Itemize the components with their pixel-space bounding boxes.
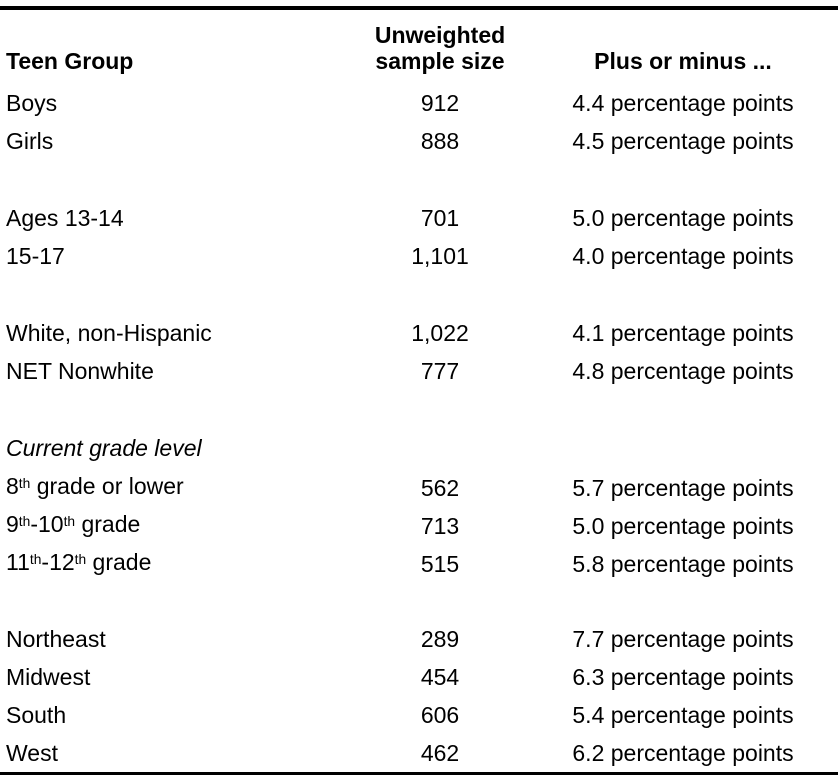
row-label: 9th-10th grade [6, 505, 346, 547]
row-label-text: White, non-Hispanic [6, 320, 212, 346]
margin-of-error-value: 7.7 percentage points [572, 626, 794, 652]
table-row: 15-17 1,101 4.0 percentage points [0, 237, 838, 275]
row-label-text: 11 [6, 549, 30, 575]
sample-size-value: 1,022 [411, 320, 469, 346]
row-label: Northeast [6, 620, 346, 658]
row-label-text: Ages 13-14 [6, 205, 124, 231]
margin-of-error-value: 6.3 percentage points [572, 664, 794, 690]
table-row: Ages 13-14 701 5.0 percentage points [0, 199, 838, 237]
row-label-text: Northeast [6, 626, 106, 652]
column-header-plus-or-minus: Plus or minus ... [594, 48, 772, 74]
table-row: West 462 6.2 percentage points [0, 734, 838, 772]
group-spacer [0, 275, 838, 314]
row-label: NET Nonwhite [6, 352, 346, 390]
sample-size-value: 912 [420, 90, 460, 116]
row-label-text: South [6, 702, 67, 728]
row-label-text: -12 [41, 549, 75, 575]
row-label: 8th grade or lower [6, 467, 346, 509]
margin-of-error-value: 4.0 percentage points [572, 243, 794, 269]
table-row: Midwest 454 6.3 percentage points [0, 658, 838, 696]
row-label-text: 8 [6, 473, 19, 499]
table-body: Boys 912 4.4 percentage points Girls 888 4.5 … [0, 84, 838, 772]
sample-size-value: 562 [420, 475, 460, 501]
sample-size-value: 606 [420, 702, 460, 728]
row-label-text: Boys [6, 90, 58, 116]
table-row: Northeast 289 7.7 percentage points [0, 620, 838, 658]
sample-size-value: 713 [420, 513, 460, 539]
table-row: Boys 912 4.4 percentage points [0, 84, 838, 122]
margin-of-error-value: 5.4 percentage points [572, 702, 794, 728]
superscript-ordinal: th [29, 551, 42, 567]
row-label: Midwest [6, 658, 346, 696]
sample-size-value: 888 [420, 128, 460, 154]
column-header-unweighted-sample-size: Unweighted sample size [346, 22, 534, 74]
group-spacer [0, 160, 838, 199]
sample-size-value: 454 [420, 664, 460, 690]
sample-size-value: 289 [420, 626, 460, 652]
sample-size-value: 777 [420, 358, 460, 384]
row-label: Girls [6, 122, 346, 160]
superscript-ordinal: th [74, 551, 87, 567]
row-label-text: 15-17 [6, 243, 65, 269]
row-label-text: NET Nonwhite [6, 358, 154, 384]
row-label: 11th-12th grade [6, 543, 346, 585]
sample-size-value: 462 [420, 740, 460, 766]
row-label-text: West [6, 740, 58, 766]
row-label-text: -10 [30, 511, 64, 537]
table-row: White, non-Hispanic 1,022 4.1 percentage p… [0, 314, 838, 352]
group-spacer [0, 581, 838, 620]
row-label: Boys [6, 84, 346, 122]
margin-of-error-value: 5.7 percentage points [572, 475, 794, 501]
row-label-text: grade [75, 511, 141, 537]
sample-size-value: 1,101 [411, 243, 469, 269]
table-row: NET Nonwhite 777 4.8 percentage points [0, 352, 838, 390]
row-label-text: grade or lower [30, 473, 184, 499]
margin-of-error-value: 4.8 percentage points [572, 358, 794, 384]
table-row: 8th grade or lower 562 5.7 percentage poin… [0, 467, 838, 505]
column-header-unweighted-line2: sample size [375, 48, 505, 74]
row-label-text: Midwest [6, 664, 91, 690]
margin-of-error-value: 5.0 percentage points [572, 205, 794, 231]
row-label-text: 9 [6, 511, 19, 537]
column-header-teen-group: Teen Group [6, 48, 134, 74]
row-label: West [6, 734, 346, 772]
table-row: 9th-10th grade 713 5.0 percentage points [0, 505, 838, 543]
column-header-unweighted-line1: Unweighted [374, 22, 506, 48]
margin-of-error-value: 4.5 percentage points [572, 128, 794, 154]
margin-of-error-value: 4.1 percentage points [572, 320, 794, 346]
table-row: 11th-12th grade 515 5.8 percentage points [0, 543, 838, 581]
row-label: South [6, 696, 346, 734]
margin-of-error-value: 4.4 percentage points [572, 90, 794, 116]
row-label: White, non-Hispanic [6, 314, 346, 352]
margin-of-error-value: 5.0 percentage points [572, 513, 794, 539]
superscript-ordinal: th [18, 475, 31, 491]
table-row: Girls 888 4.5 percentage points [0, 122, 838, 160]
group-spacer [0, 390, 838, 429]
superscript-ordinal: th [63, 513, 76, 529]
section-label: Current grade level [6, 434, 202, 461]
margin-of-error-value: 5.8 percentage points [572, 551, 794, 577]
sample-size-value: 701 [420, 205, 460, 231]
table-header-row: Teen Group Unweighted sample size Plus o… [0, 10, 838, 84]
row-label: Ages 13-14 [6, 199, 346, 237]
row-label: 15-17 [6, 237, 346, 275]
row-label-text: grade [86, 549, 152, 575]
row-label-text: Girls [6, 128, 54, 154]
sample-size-value: 515 [420, 551, 460, 577]
sample-size-table: Teen Group Unweighted sample size Plus o… [0, 6, 838, 775]
superscript-ordinal: th [18, 513, 31, 529]
margin-of-error-value: 6.2 percentage points [572, 740, 794, 766]
table-row: South 606 5.4 percentage points [0, 696, 838, 734]
